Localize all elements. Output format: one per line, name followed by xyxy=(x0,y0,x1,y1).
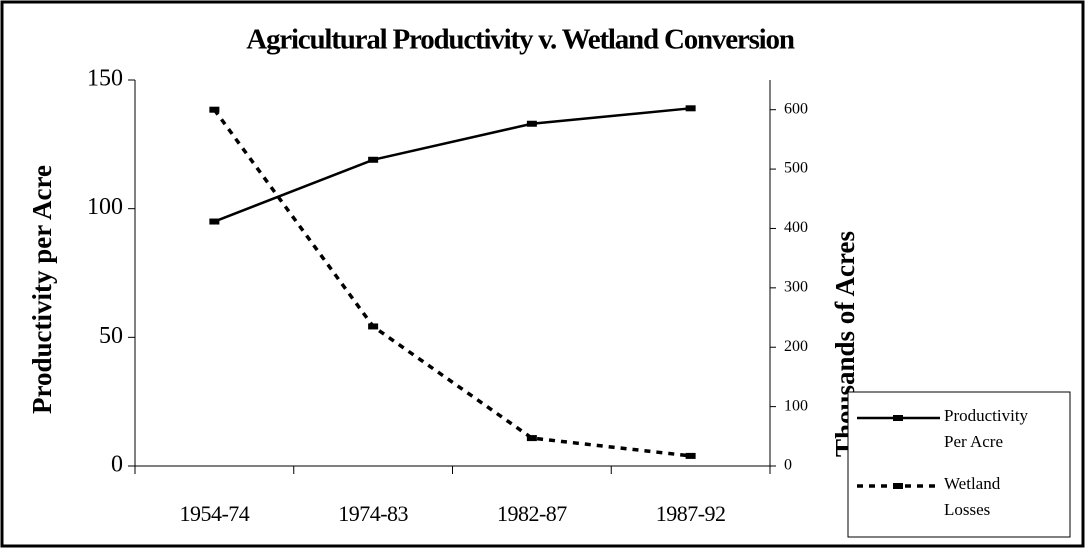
legend xyxy=(847,391,1071,538)
y2-tick-label: 300 xyxy=(784,279,808,296)
x-tick-label: 1954-74 xyxy=(179,501,249,526)
x-tick-label: 1974-83 xyxy=(338,501,408,526)
chart-title: Agricultural Productivity v. Wetland Con… xyxy=(246,24,795,56)
y-tick-label: 100 xyxy=(87,194,123,220)
y2-tick-label: 200 xyxy=(784,338,808,355)
legend-entry: Wetland Losses xyxy=(944,474,1001,519)
y-tick-label: 50 xyxy=(99,323,123,349)
series-line xyxy=(213,107,691,223)
point-marker xyxy=(685,452,696,459)
y-tick-label: 150 xyxy=(87,66,123,92)
point-marker xyxy=(685,105,696,112)
legend-label: Wetland Losses xyxy=(944,474,1001,519)
point-marker xyxy=(209,218,220,225)
point-marker xyxy=(368,156,379,163)
y2-tick-label: 500 xyxy=(784,160,808,177)
y2-tick-label: 0 xyxy=(784,457,792,474)
y-axis-label: Productivity per Acre xyxy=(27,165,57,414)
point-marker xyxy=(526,435,537,442)
x-tick-label: 1982-87 xyxy=(497,501,567,526)
y-tick-label: 0 xyxy=(111,452,123,478)
y2-tick-label: 100 xyxy=(784,397,808,414)
point-marker xyxy=(209,106,220,113)
x-tick-label: 1987-92 xyxy=(656,501,726,526)
y2-tick-label: 600 xyxy=(784,100,808,117)
point-marker xyxy=(526,120,537,127)
y2-tick-label: 400 xyxy=(784,219,808,236)
point-marker xyxy=(368,323,379,330)
legend-marker xyxy=(893,415,903,421)
series-line xyxy=(212,108,691,458)
legend-label: Productivity Per Acre xyxy=(944,406,1029,451)
legend-marker xyxy=(893,483,903,489)
legend-entry: Productivity Per Acre xyxy=(944,406,1029,451)
